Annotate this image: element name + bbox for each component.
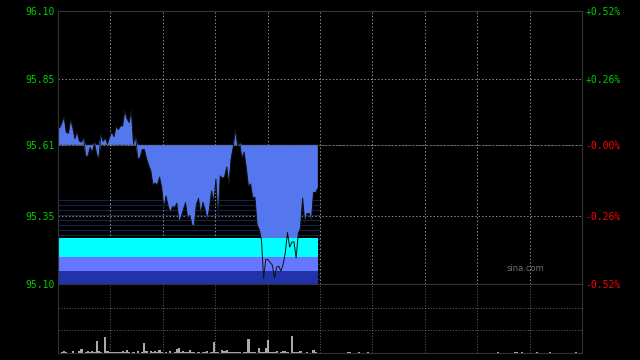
Bar [221, 350, 223, 353]
Bar [258, 348, 260, 353]
Bar [111, 352, 113, 353]
Bar [120, 352, 122, 353]
Bar [291, 336, 293, 353]
Bar [262, 352, 265, 353]
Bar [271, 352, 273, 353]
Bar [170, 351, 172, 353]
Bar [282, 351, 284, 353]
Bar [78, 351, 81, 353]
Bar [295, 352, 297, 353]
Bar [81, 349, 83, 353]
Bar [145, 351, 148, 353]
Bar [161, 352, 163, 353]
Bar [106, 351, 109, 353]
Text: sina.com: sina.com [506, 264, 544, 273]
Bar [72, 351, 74, 353]
Bar [156, 352, 159, 353]
Bar [260, 352, 262, 353]
Bar [297, 352, 300, 353]
Bar [141, 352, 143, 353]
Bar [191, 352, 193, 353]
Bar [269, 352, 271, 353]
Bar [95, 341, 98, 353]
Bar [217, 352, 219, 353]
Bar [182, 351, 184, 353]
Bar [206, 351, 208, 353]
Bar [234, 352, 237, 353]
Bar [117, 352, 120, 353]
Bar [293, 352, 295, 353]
Bar [154, 351, 156, 353]
Bar [228, 352, 230, 353]
Bar [93, 352, 95, 353]
Bar [252, 352, 254, 353]
Bar [211, 352, 212, 353]
Bar [128, 352, 131, 353]
Bar [143, 343, 145, 353]
Bar [109, 352, 111, 353]
Bar [187, 352, 189, 353]
Bar [254, 352, 256, 353]
Bar [230, 352, 232, 353]
Bar [98, 351, 100, 353]
Bar [315, 352, 317, 353]
Bar [193, 352, 195, 353]
Bar [137, 351, 139, 353]
Bar [65, 352, 67, 353]
Bar [312, 350, 315, 353]
Bar [247, 339, 250, 353]
Bar [226, 350, 228, 353]
Bar [232, 352, 234, 353]
Bar [165, 352, 167, 353]
Bar [126, 350, 128, 353]
Bar [150, 351, 152, 353]
Bar [124, 352, 126, 353]
Bar [56, 351, 59, 353]
Bar [84, 352, 87, 353]
Bar [113, 352, 115, 353]
Bar [267, 340, 269, 353]
Bar [115, 352, 117, 353]
Bar [189, 350, 191, 353]
Bar [212, 342, 215, 353]
Bar [204, 352, 206, 353]
Bar [349, 352, 351, 353]
Bar [347, 352, 349, 353]
Bar [152, 352, 154, 353]
Bar [516, 352, 518, 353]
Bar [122, 351, 124, 353]
Bar [63, 351, 65, 353]
Bar [198, 352, 200, 353]
Bar [178, 348, 180, 353]
Bar [176, 350, 178, 353]
Bar [239, 352, 241, 353]
Bar [87, 351, 89, 353]
Bar [159, 350, 161, 353]
Bar [202, 352, 204, 353]
Bar [215, 352, 217, 353]
Bar [92, 351, 93, 353]
Bar [223, 351, 226, 353]
Bar [265, 348, 267, 353]
Bar [132, 352, 134, 353]
Bar [300, 351, 301, 353]
Bar [173, 352, 176, 353]
Bar [536, 352, 538, 353]
Bar [284, 351, 286, 353]
Bar [280, 352, 282, 353]
Bar [276, 351, 278, 353]
Bar [250, 352, 252, 353]
Bar [358, 352, 360, 353]
Bar [89, 352, 92, 353]
Bar [273, 352, 276, 353]
Bar [180, 352, 182, 353]
Bar [306, 352, 308, 353]
Bar [286, 352, 289, 353]
Bar [243, 352, 245, 353]
Bar [100, 352, 102, 353]
Bar [61, 352, 63, 353]
Bar [104, 337, 106, 353]
